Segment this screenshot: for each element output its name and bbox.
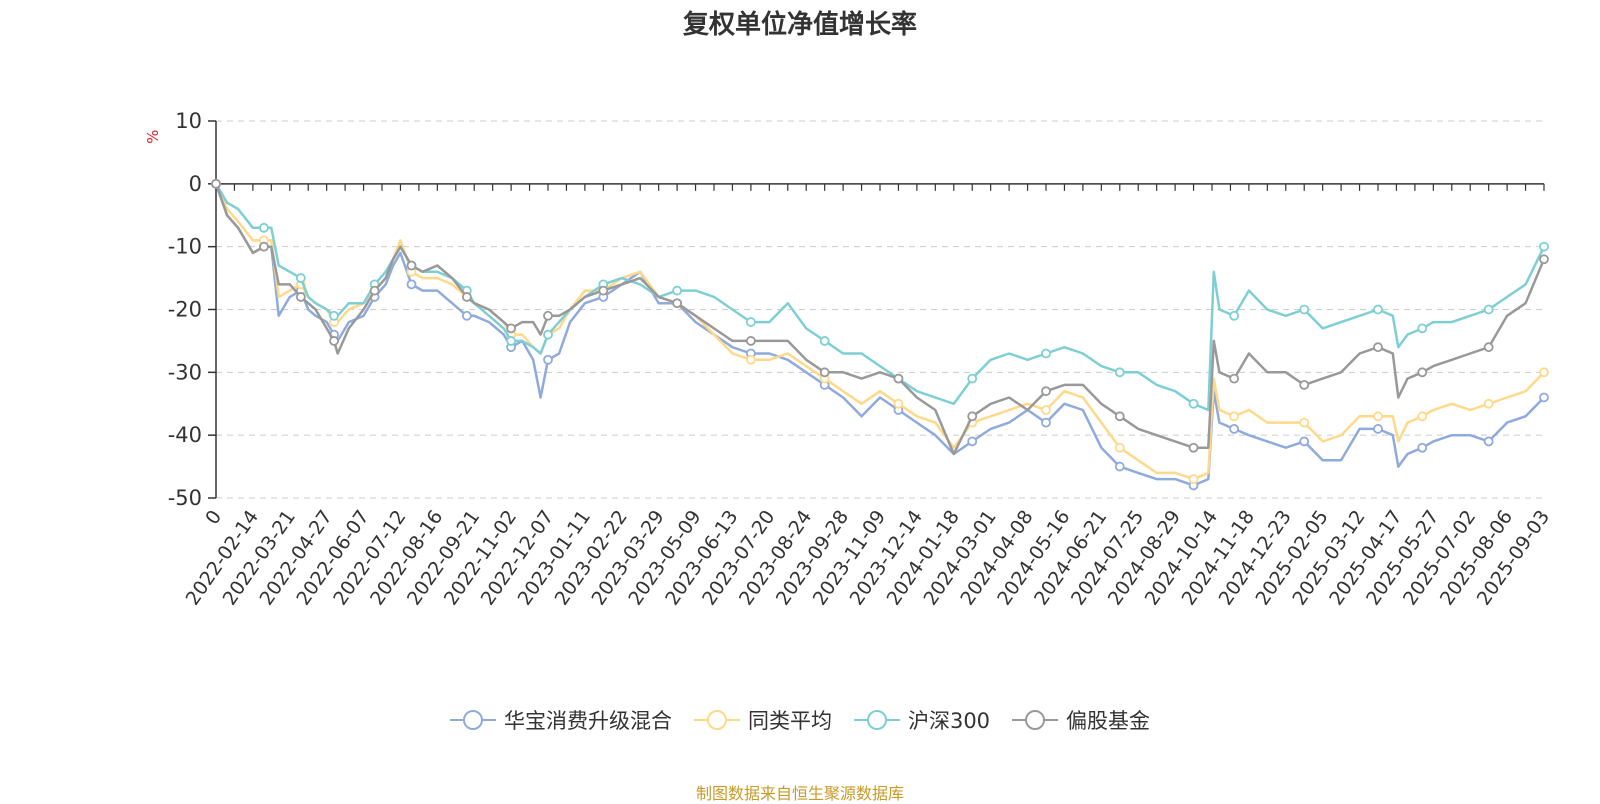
- series-point-4: [1483, 342, 1494, 353]
- y-tick-label: -40: [168, 423, 202, 447]
- series-point-2: [1299, 417, 1310, 428]
- series-point-1: [406, 279, 417, 290]
- series-point-3: [259, 222, 269, 233]
- data-source-note: 制图数据来自恒生聚源数据库: [695, 784, 904, 803]
- series-point-2: [1483, 398, 1494, 409]
- legend-item-equity-fund[interactable]: 偏股基金: [1012, 705, 1150, 735]
- series-point-4: [369, 285, 380, 296]
- series-point-4: [259, 241, 269, 252]
- series-point-3: [1299, 304, 1310, 315]
- y-tick-label: -10: [168, 235, 202, 259]
- legend-label: 沪深300: [907, 709, 991, 733]
- series-point-3: [1483, 304, 1494, 315]
- legend-line-marker-icon: [693, 710, 740, 730]
- series-point-4: [598, 285, 609, 296]
- series-point-3: [967, 373, 978, 384]
- legend-line-marker-icon: [449, 710, 496, 730]
- series-point-1: [543, 354, 553, 365]
- series-point-4: [506, 323, 517, 334]
- series-point-2: [893, 398, 904, 409]
- series-point-4: [1539, 254, 1549, 265]
- y-tick-label: -30: [168, 360, 202, 384]
- series-point-1: [1539, 392, 1549, 403]
- series-point-1: [967, 436, 978, 447]
- chart-title: 复权单位净值增长率: [682, 10, 917, 40]
- legend-label: 偏股基金: [1066, 709, 1151, 733]
- y-axis-unit-label: %: [144, 130, 162, 144]
- series-point-2: [1229, 411, 1240, 422]
- y-tick-label: -50: [168, 486, 202, 510]
- series-point-4: [1299, 379, 1310, 390]
- series-point-4: [1114, 411, 1125, 422]
- series-point-4: [1417, 367, 1428, 378]
- series-point-3: [1229, 310, 1240, 321]
- series-point-4: [893, 373, 904, 384]
- legend-line-marker-icon: [1012, 710, 1059, 730]
- series-point-4: [406, 260, 417, 271]
- series-point-4: [543, 310, 553, 321]
- series-point-4: [745, 336, 756, 346]
- series-point-4: [1229, 373, 1240, 384]
- y-tick-label: 0: [189, 172, 202, 196]
- series-point-1: [1417, 442, 1428, 453]
- series-point-2: [1373, 411, 1383, 422]
- series-point-1: [1041, 417, 1051, 428]
- series-point-2: [1114, 442, 1125, 453]
- series-point-1: [1373, 423, 1383, 434]
- legend-item-huabao[interactable]: 华宝消费升级混合: [449, 705, 672, 735]
- series-point-4: [295, 292, 306, 302]
- series-point-2: [1188, 474, 1199, 485]
- series-point-4: [1373, 342, 1383, 353]
- series-point-4: [672, 298, 683, 309]
- series-point-3: [1114, 367, 1125, 378]
- series-point-4: [211, 178, 221, 189]
- series-point-1: [1299, 436, 1310, 447]
- series-point-3: [506, 336, 517, 346]
- series-point-1: [461, 310, 472, 321]
- series-point-3: [1188, 398, 1199, 409]
- y-tick-label: -20: [168, 298, 202, 322]
- series-point-3: [295, 273, 306, 283]
- series-point-3: [329, 310, 339, 321]
- series-point-2: [1417, 411, 1428, 422]
- series-point-4: [329, 336, 339, 346]
- series-point-4: [1041, 386, 1051, 397]
- series-point-3: [1373, 304, 1383, 315]
- legend-line-marker-icon: [853, 710, 900, 730]
- y-tick-label: 10: [175, 109, 202, 133]
- series-point-4: [967, 411, 978, 422]
- series-point-1: [1483, 436, 1494, 447]
- legend-label: 华宝消费升级混合: [503, 709, 672, 733]
- line-chart: 100-10-20-30-40-50%02022-02-142022-03-21…: [144, 109, 1554, 609]
- series-line-4: [214, 183, 1546, 456]
- series-point-3: [1417, 323, 1428, 334]
- series-line-1: [214, 183, 1545, 487]
- series-point-3: [1539, 241, 1549, 252]
- series-point-1: [1114, 461, 1125, 472]
- series-point-3: [745, 317, 756, 327]
- legend-item-csi300[interactable]: 沪深300: [853, 705, 991, 735]
- series-point-2: [1539, 367, 1549, 378]
- series-point-3: [1041, 348, 1051, 359]
- series-point-4: [461, 292, 472, 302]
- series-point-3: [672, 285, 683, 296]
- chart-legend: 华宝消费升级混合 同类平均 沪深300 偏股基金: [0, 705, 1600, 735]
- legend-label: 同类平均: [747, 709, 832, 733]
- series-point-4: [1188, 442, 1199, 453]
- series-point-3: [819, 336, 830, 346]
- x-tick-label: 0: [201, 506, 226, 529]
- series-point-1: [1229, 423, 1240, 434]
- series-point-2: [1041, 405, 1051, 415]
- series-point-2: [745, 354, 756, 365]
- series-point-4: [819, 367, 830, 378]
- series-point-3: [543, 329, 553, 340]
- series-line-3: [214, 183, 1546, 412]
- legend-item-peer-average[interactable]: 同类平均: [693, 705, 832, 735]
